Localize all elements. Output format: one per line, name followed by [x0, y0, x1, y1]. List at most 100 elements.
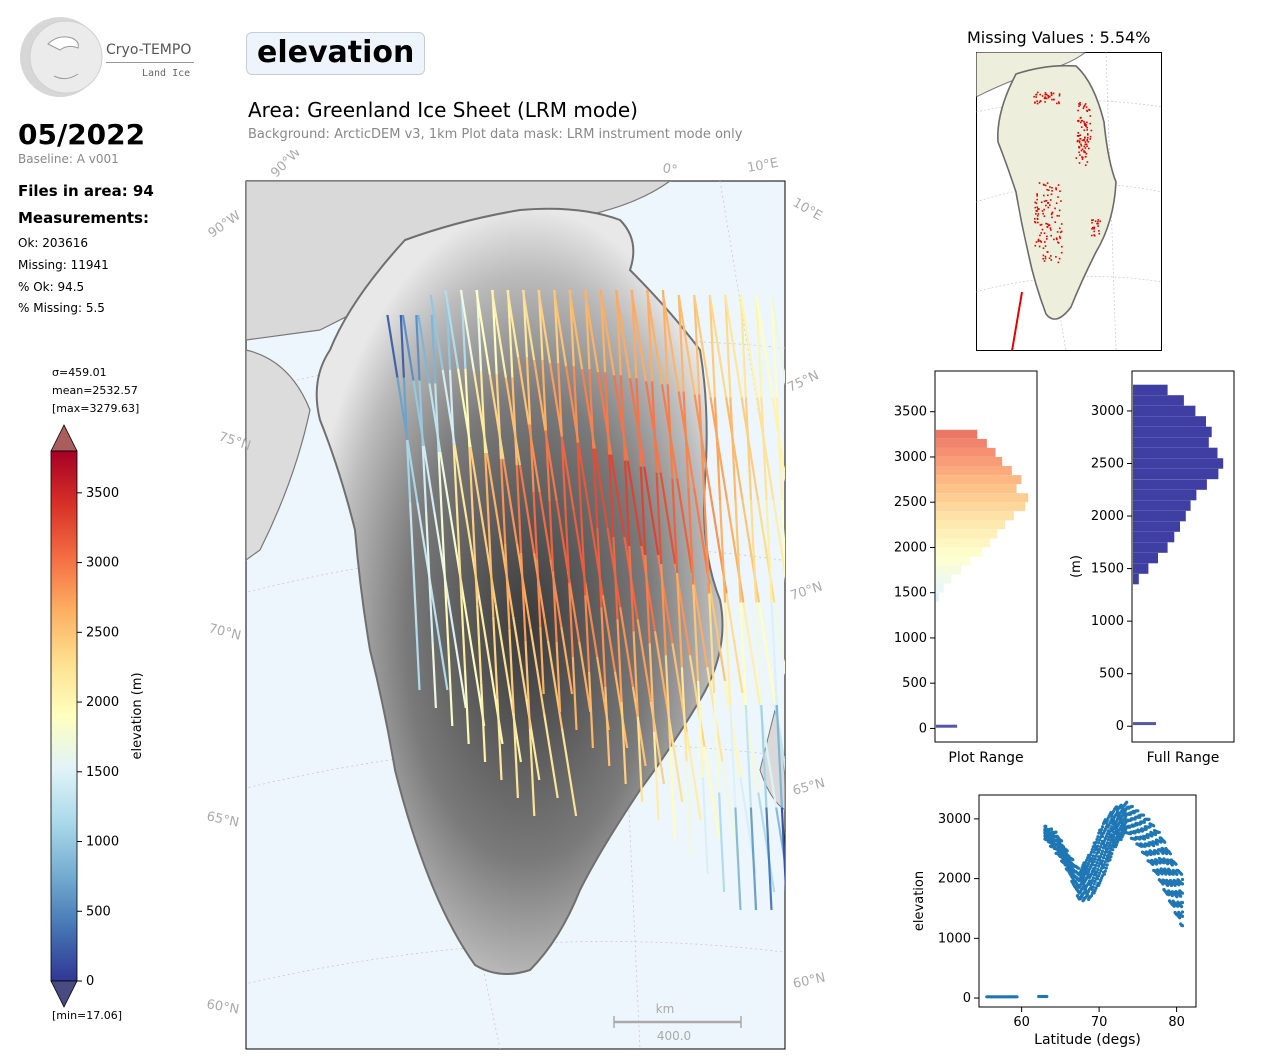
- map-track-segment: [739, 294, 747, 398]
- missing-point: [1077, 135, 1080, 137]
- missing-point: [1080, 143, 1082, 146]
- map-track-segment: [557, 363, 563, 437]
- scatter-point: [1119, 837, 1123, 842]
- missing-point: [1093, 235, 1096, 237]
- hist-tick-label: 2500: [1091, 456, 1124, 471]
- map-track-segment: [502, 459, 519, 545]
- missing-point: [1050, 94, 1053, 96]
- map-track-segment: [742, 602, 761, 706]
- scatter-point: [1094, 840, 1098, 844]
- missing-point: [1039, 240, 1042, 242]
- map-track-segment: [583, 289, 600, 373]
- hist-bar: [1133, 447, 1218, 459]
- scatter-point: [1097, 841, 1101, 845]
- missing-point: [1046, 235, 1048, 238]
- baseline-label: Baseline: A v001: [18, 152, 119, 166]
- map-track-segment: [508, 628, 515, 714]
- lat-label-right-65: 65°N: [791, 776, 827, 799]
- map-track-segment: [639, 466, 647, 556]
- map-track-segment: [453, 444, 468, 520]
- missing-point: [1080, 120, 1083, 122]
- map-track-segment: [604, 372, 611, 455]
- map-land-baffin: [246, 349, 311, 561]
- hist-xlabel: Plot Range: [948, 750, 1023, 766]
- scatter-point: [1100, 859, 1105, 863]
- missing-point: [1043, 260, 1046, 262]
- scatter-point: [1082, 882, 1086, 886]
- map-track-segment: [529, 628, 546, 714]
- map-track-segment: [496, 698, 503, 781]
- missing-values-title: Missing Values : 5.54%: [967, 28, 1151, 47]
- missing-point: [1093, 228, 1095, 230]
- map-track-segment: [418, 380, 424, 447]
- map-track-segment: [511, 377, 518, 466]
- colorbar-tick-label: 2000: [86, 695, 119, 710]
- map-track-segment: [406, 439, 419, 503]
- scatter-point: [1091, 885, 1095, 889]
- map-track-segment: [630, 289, 648, 382]
- scatter-point: [1163, 840, 1167, 844]
- missing-point: [1076, 140, 1079, 143]
- missing-point: [1035, 210, 1037, 212]
- missing-point: [1087, 141, 1090, 143]
- missing-point: [1044, 92, 1047, 94]
- map-track-segment: [464, 368, 471, 448]
- scatter-point: [1096, 844, 1100, 848]
- scatter-point: [1100, 849, 1105, 853]
- map-track-segment: [546, 640, 564, 729]
- hist-tick-label: 0: [919, 721, 927, 736]
- map-track-segment: [439, 451, 453, 521]
- map-track-segment: [780, 807, 785, 892]
- scatter-point: [1095, 837, 1099, 842]
- scatter-point: [1157, 830, 1161, 834]
- map-track-segment: [713, 397, 722, 501]
- area-title: Area: Greenland Ice Sheet (LRM mode): [248, 98, 638, 122]
- missing-point: [1077, 109, 1079, 112]
- map-track-segment: [445, 294, 452, 370]
- map-track-segment: [401, 314, 415, 381]
- scatter-point: [1092, 850, 1096, 854]
- missing-point: [1044, 255, 1047, 258]
- scatter-point: [1094, 854, 1098, 858]
- map-track-segment: [687, 487, 695, 585]
- map-track-segment: [560, 436, 567, 511]
- lat-label-right-75: 75°N: [785, 368, 821, 395]
- map-track-segment: [488, 534, 495, 617]
- map-track-segment: [749, 499, 758, 603]
- missing-point: [1037, 208, 1039, 210]
- map-track-segment: [792, 808, 808, 911]
- map-track-segment: [525, 357, 532, 425]
- map-track-segment: [415, 627, 421, 691]
- colorbar-tick-label: 1500: [86, 765, 119, 780]
- scatter-point: [1095, 870, 1099, 874]
- greenland-elevation-map: 75°N 70°N 65°N 60°N 75°N 70°N 65°N 60°N …: [205, 150, 827, 1050]
- hist-tick-label: 3500: [894, 405, 927, 420]
- map-track-segment: [644, 554, 651, 644]
- map-track-segment: [651, 381, 658, 473]
- scatter-point: [1099, 869, 1103, 873]
- missing-point: [1039, 100, 1042, 102]
- scatter-point: [1114, 836, 1119, 840]
- scatter-points: [985, 800, 1185, 999]
- hist-bar: [1133, 395, 1184, 406]
- missing-point: [1086, 110, 1089, 112]
- missing-point: [1075, 157, 1078, 159]
- missing-point: [1044, 241, 1046, 243]
- missing-point: [1044, 101, 1046, 103]
- logo-title: Cryo-TEMPO: [106, 42, 192, 58]
- missing-point: [1081, 158, 1084, 160]
- scatter-point: [1104, 843, 1108, 847]
- scatter-point: [1156, 851, 1160, 856]
- scatter-point: [1161, 851, 1165, 855]
- scatter-point: [1089, 881, 1093, 885]
- missing-point: [1079, 134, 1082, 136]
- scatter-point: [1099, 854, 1103, 859]
- missing-point: [1094, 220, 1097, 222]
- missing-point: [1036, 198, 1038, 201]
- map-track-segment: [552, 571, 558, 642]
- scatter-point: [1180, 882, 1185, 886]
- missing-point: [1046, 223, 1049, 225]
- hist-bar: [936, 538, 990, 548]
- map-track-segment: [608, 454, 615, 538]
- missing-point: [1046, 238, 1048, 240]
